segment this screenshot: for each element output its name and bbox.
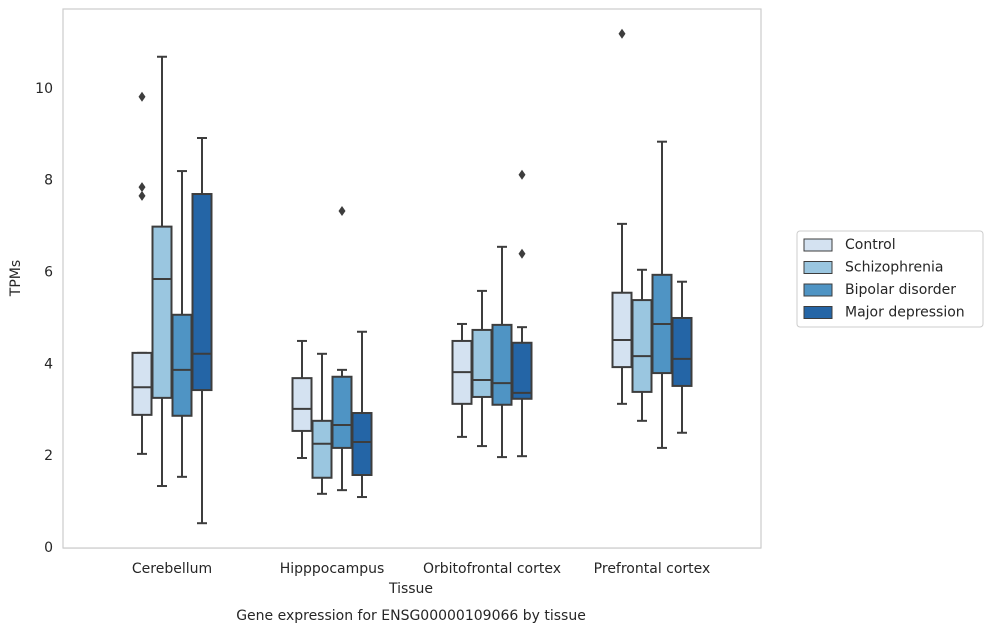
x-axis-label: Tissue xyxy=(388,581,433,597)
y-axis-label: TPMs xyxy=(8,260,24,297)
y-tick-label: 8 xyxy=(44,173,53,189)
x-tick-label: Prefrontal cortex xyxy=(594,561,711,577)
x-tick-label: Hipppocampus xyxy=(280,561,385,577)
plot-frame xyxy=(62,8,762,549)
legend-label: Control xyxy=(845,237,896,253)
box xyxy=(671,316,693,387)
box xyxy=(171,313,193,417)
y-tick-label: 0 xyxy=(44,540,53,556)
y-tick-label: 2 xyxy=(44,448,53,464)
y-tick-label: 6 xyxy=(44,265,53,281)
box xyxy=(151,225,173,399)
box xyxy=(631,299,653,393)
legend xyxy=(796,230,984,328)
box xyxy=(311,419,333,479)
outlier xyxy=(138,182,146,193)
box xyxy=(491,323,513,406)
box xyxy=(511,341,533,400)
outlier xyxy=(138,91,146,102)
y-tick-label: 10 xyxy=(35,81,53,97)
legend-label: Bipolar disorder xyxy=(845,282,956,298)
legend-label: Major depression xyxy=(845,305,965,321)
box xyxy=(191,193,213,392)
box xyxy=(331,375,353,449)
box xyxy=(291,377,313,432)
legend-label: Schizophrenia xyxy=(845,260,943,276)
box xyxy=(131,351,153,416)
outlier xyxy=(138,190,146,201)
legend-swatch xyxy=(803,283,833,297)
outlier xyxy=(618,28,626,39)
legend-swatch xyxy=(803,261,833,274)
y-tick-label: 4 xyxy=(44,356,53,372)
legend-swatch xyxy=(803,306,833,319)
outlier xyxy=(518,169,526,180)
outlier xyxy=(518,248,526,259)
chart-title: Gene expression for ENSG00000109066 by t… xyxy=(236,608,586,624)
legend-swatch xyxy=(803,238,833,252)
box xyxy=(351,412,373,477)
x-tick-label: Cerebellum xyxy=(132,561,212,577)
box xyxy=(611,291,633,369)
box xyxy=(471,328,493,398)
outlier xyxy=(338,206,346,217)
x-tick-label: Orbitofrontal cortex xyxy=(423,561,561,577)
